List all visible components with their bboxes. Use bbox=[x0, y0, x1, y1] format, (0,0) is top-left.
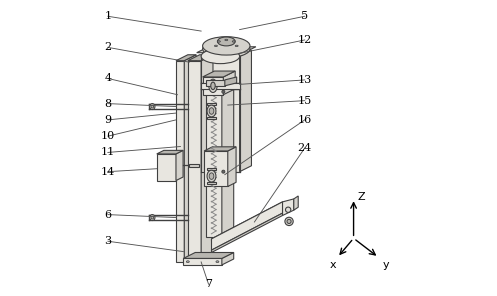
Polygon shape bbox=[184, 55, 196, 262]
Polygon shape bbox=[212, 202, 282, 250]
Polygon shape bbox=[188, 55, 213, 61]
Ellipse shape bbox=[285, 207, 291, 213]
Polygon shape bbox=[201, 55, 213, 262]
Text: 15: 15 bbox=[298, 96, 312, 106]
Polygon shape bbox=[294, 196, 298, 210]
Polygon shape bbox=[176, 61, 184, 262]
Polygon shape bbox=[201, 56, 240, 172]
Polygon shape bbox=[207, 168, 216, 170]
Ellipse shape bbox=[235, 45, 238, 47]
Polygon shape bbox=[228, 147, 236, 186]
Ellipse shape bbox=[203, 40, 250, 58]
Text: 7: 7 bbox=[205, 279, 212, 289]
Ellipse shape bbox=[209, 79, 217, 93]
Polygon shape bbox=[189, 164, 199, 167]
Text: 9: 9 bbox=[104, 115, 111, 125]
Text: 8: 8 bbox=[104, 99, 111, 109]
Polygon shape bbox=[207, 117, 216, 119]
Text: 10: 10 bbox=[101, 131, 115, 141]
Ellipse shape bbox=[201, 49, 240, 64]
Polygon shape bbox=[207, 103, 216, 105]
Text: 24: 24 bbox=[298, 143, 312, 153]
Ellipse shape bbox=[209, 173, 214, 179]
Text: 2: 2 bbox=[104, 42, 111, 52]
Text: Z: Z bbox=[357, 192, 365, 202]
Polygon shape bbox=[183, 252, 234, 258]
Polygon shape bbox=[204, 151, 228, 186]
Polygon shape bbox=[212, 213, 282, 252]
Polygon shape bbox=[183, 258, 222, 265]
Text: y: y bbox=[382, 260, 389, 271]
Polygon shape bbox=[157, 154, 176, 181]
Polygon shape bbox=[176, 150, 183, 181]
Text: 12: 12 bbox=[298, 35, 312, 45]
Polygon shape bbox=[188, 61, 201, 262]
Text: 3: 3 bbox=[104, 236, 111, 246]
Polygon shape bbox=[157, 150, 183, 154]
Polygon shape bbox=[197, 47, 256, 53]
Polygon shape bbox=[212, 202, 282, 241]
Ellipse shape bbox=[151, 105, 154, 108]
Ellipse shape bbox=[222, 90, 225, 93]
Ellipse shape bbox=[186, 261, 189, 263]
Ellipse shape bbox=[151, 216, 154, 219]
Text: 5: 5 bbox=[301, 11, 308, 21]
Polygon shape bbox=[223, 71, 235, 95]
Ellipse shape bbox=[217, 41, 220, 42]
Ellipse shape bbox=[232, 41, 235, 42]
Text: 11: 11 bbox=[101, 147, 115, 157]
Ellipse shape bbox=[222, 170, 225, 173]
Ellipse shape bbox=[223, 91, 224, 93]
Ellipse shape bbox=[150, 215, 155, 221]
Polygon shape bbox=[203, 77, 223, 95]
Ellipse shape bbox=[225, 39, 228, 41]
Ellipse shape bbox=[209, 108, 214, 114]
Ellipse shape bbox=[150, 104, 155, 110]
Polygon shape bbox=[176, 55, 196, 61]
Polygon shape bbox=[225, 77, 237, 86]
Polygon shape bbox=[222, 83, 234, 237]
Ellipse shape bbox=[216, 261, 219, 263]
Polygon shape bbox=[204, 147, 236, 151]
Text: 1: 1 bbox=[104, 11, 111, 21]
Ellipse shape bbox=[203, 37, 250, 55]
Ellipse shape bbox=[211, 82, 215, 89]
Text: 16: 16 bbox=[298, 115, 312, 125]
Polygon shape bbox=[207, 182, 216, 184]
Text: 4: 4 bbox=[104, 73, 111, 83]
Polygon shape bbox=[203, 71, 235, 77]
Ellipse shape bbox=[217, 37, 235, 46]
Polygon shape bbox=[240, 50, 251, 172]
Text: 6: 6 bbox=[104, 210, 111, 220]
Polygon shape bbox=[222, 252, 234, 265]
Ellipse shape bbox=[207, 105, 216, 117]
Polygon shape bbox=[206, 80, 225, 86]
Ellipse shape bbox=[287, 219, 291, 223]
Polygon shape bbox=[201, 83, 240, 89]
Ellipse shape bbox=[223, 171, 224, 172]
Text: 14: 14 bbox=[101, 167, 115, 177]
Ellipse shape bbox=[207, 170, 216, 182]
Text: 13: 13 bbox=[298, 75, 312, 85]
Polygon shape bbox=[206, 89, 222, 237]
Ellipse shape bbox=[285, 217, 293, 226]
Ellipse shape bbox=[215, 45, 217, 47]
Polygon shape bbox=[206, 83, 234, 89]
Text: x: x bbox=[330, 260, 336, 271]
Polygon shape bbox=[282, 199, 294, 215]
